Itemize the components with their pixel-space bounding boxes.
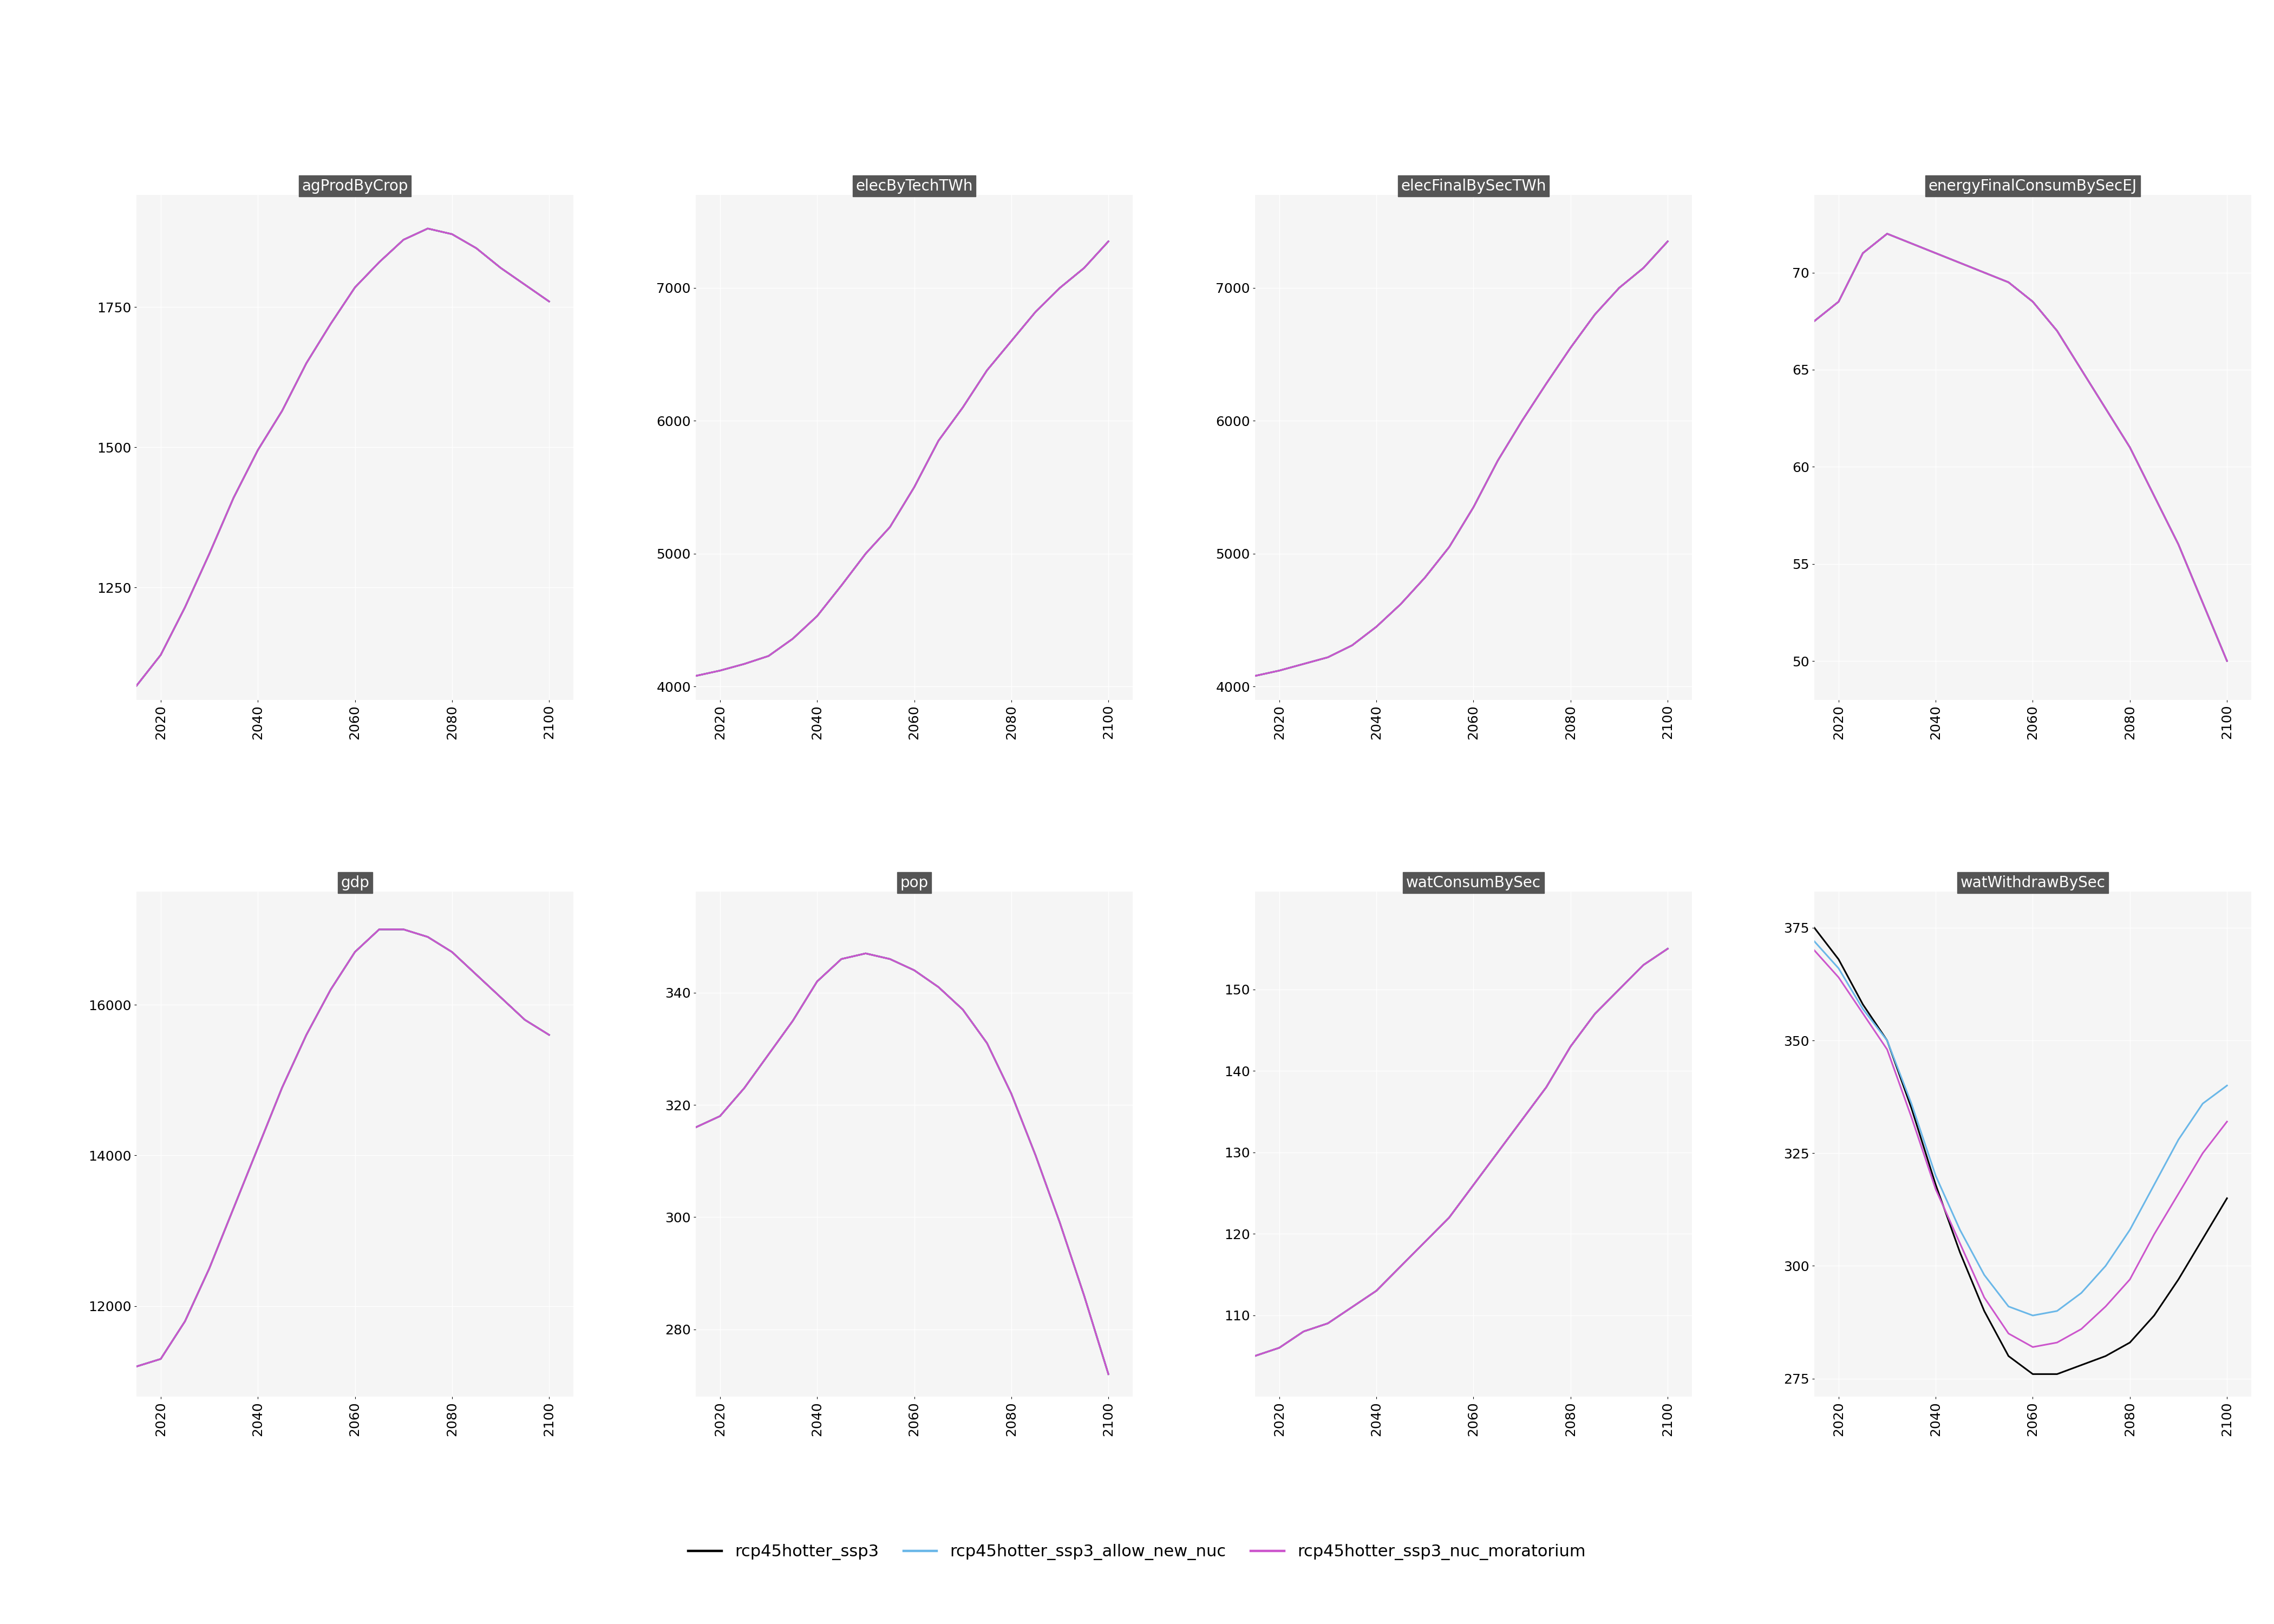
Legend: rcp45hotter_ssp3, rcp45hotter_ssp3_allow_new_nuc, rcp45hotter_ssp3_nuc_moratoriu: rcp45hotter_ssp3, rcp45hotter_ssp3_allow… (682, 1538, 1592, 1567)
Title: gdp: gdp (341, 875, 368, 890)
Title: elecFinalBySecTWh: elecFinalBySecTWh (1401, 179, 1546, 193)
Title: pop: pop (901, 875, 928, 890)
Title: watConsumBySec: watConsumBySec (1405, 875, 1542, 890)
Title: agProdByCrop: agProdByCrop (302, 179, 407, 193)
Title: watWithdrawBySec: watWithdrawBySec (1960, 875, 2106, 890)
Title: elecByTechTWh: elecByTechTWh (855, 179, 973, 193)
Title: energyFinalConsumBySecEJ: energyFinalConsumBySecEJ (1928, 179, 2138, 193)
